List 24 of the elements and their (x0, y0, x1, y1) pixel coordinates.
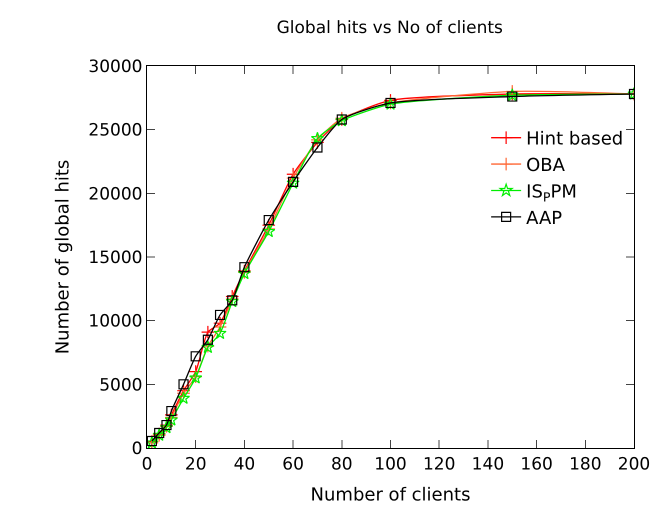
legend-label: AAP (526, 208, 562, 229)
legend-label: Hint based (526, 128, 624, 150)
x-tick-label: 160 (520, 454, 553, 474)
chart-title: Global hits vs No of clients (276, 18, 504, 38)
x-tick-label: 180 (569, 454, 602, 474)
y-tick-label: 15000 (88, 248, 142, 268)
x-tick-label: 60 (282, 454, 304, 474)
x-tick-label: 140 (472, 454, 504, 474)
y-tick-label: 30000 (88, 56, 142, 77)
y-tick-label: 10000 (88, 312, 142, 332)
y-tick-label: 25000 (88, 120, 142, 141)
y-axis-title: Number of global hits (52, 160, 74, 354)
y-tick-label: 0 (132, 438, 142, 459)
legend-label: OBA (526, 155, 566, 176)
x-tick-label: 200 (618, 454, 650, 474)
x-tick-label: 100 (374, 454, 407, 474)
x-tick-label: 120 (422, 454, 456, 474)
legend-label: IS$_{P}$PM (526, 182, 577, 204)
x-axis-title: Number of clients (310, 484, 470, 506)
y-tick-label: 20000 (88, 184, 142, 204)
x-tick-label: 40 (234, 454, 256, 474)
x-tick-label: 20 (184, 454, 207, 474)
y-tick-label: 5000 (99, 375, 142, 396)
x-tick-label: 80 (330, 454, 353, 474)
